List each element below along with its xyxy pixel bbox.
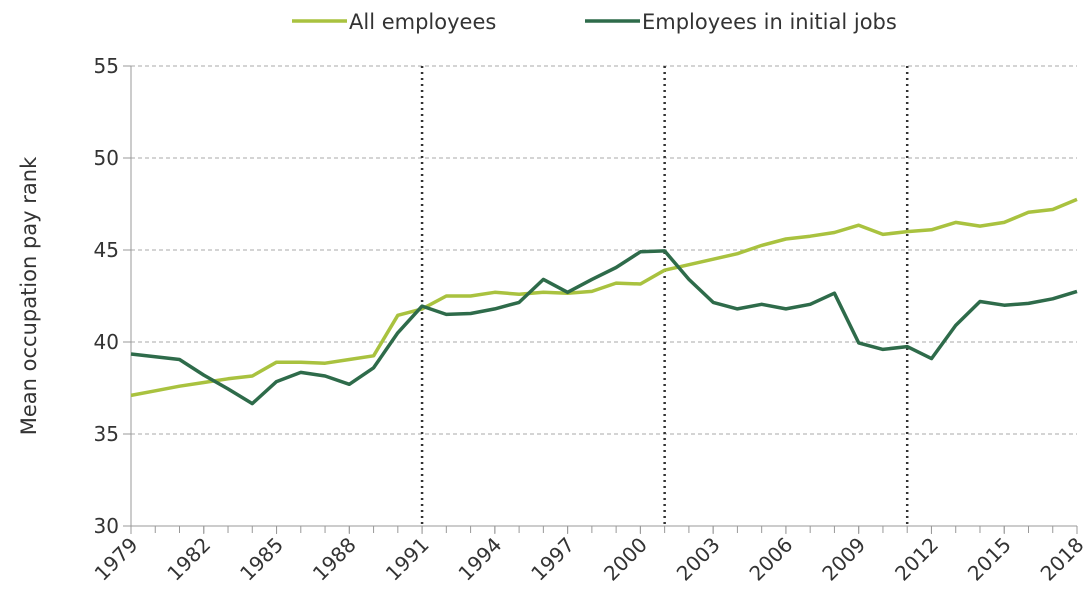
x-tick-label: 2000 xyxy=(599,533,652,586)
y-tick-label: 40 xyxy=(94,330,119,354)
x-tick-label: 2012 xyxy=(890,533,943,586)
y-tick-label: 35 xyxy=(94,422,119,446)
y-tick-label: 55 xyxy=(94,54,119,78)
legend-label: All employees xyxy=(349,10,496,34)
x-tick-label: 1994 xyxy=(453,533,506,586)
legend-label: Employees in initial jobs xyxy=(642,10,897,34)
x-tick-label: 2003 xyxy=(672,533,725,586)
x-tick-label: 2006 xyxy=(744,533,797,586)
y-tick-label: 50 xyxy=(94,146,119,170)
y-tick-label: 30 xyxy=(94,514,119,538)
y-axis-label: Mean occupation pay rank xyxy=(17,156,41,435)
series-line xyxy=(130,249,1078,406)
series-line xyxy=(130,197,1078,398)
x-tick-label: 1979 xyxy=(90,533,143,586)
x-tick-label: 1985 xyxy=(235,533,288,586)
x-tick-label: 1982 xyxy=(162,533,215,586)
x-tick-label: 1991 xyxy=(381,533,434,586)
y-tick-label: 45 xyxy=(94,238,119,262)
x-tick-label: 1988 xyxy=(308,533,361,586)
x-tick-label: 2009 xyxy=(817,533,870,586)
x-tick-label: 2015 xyxy=(963,533,1016,586)
x-tick-label: 2018 xyxy=(1036,533,1083,586)
x-tick-label: 1997 xyxy=(526,533,579,586)
